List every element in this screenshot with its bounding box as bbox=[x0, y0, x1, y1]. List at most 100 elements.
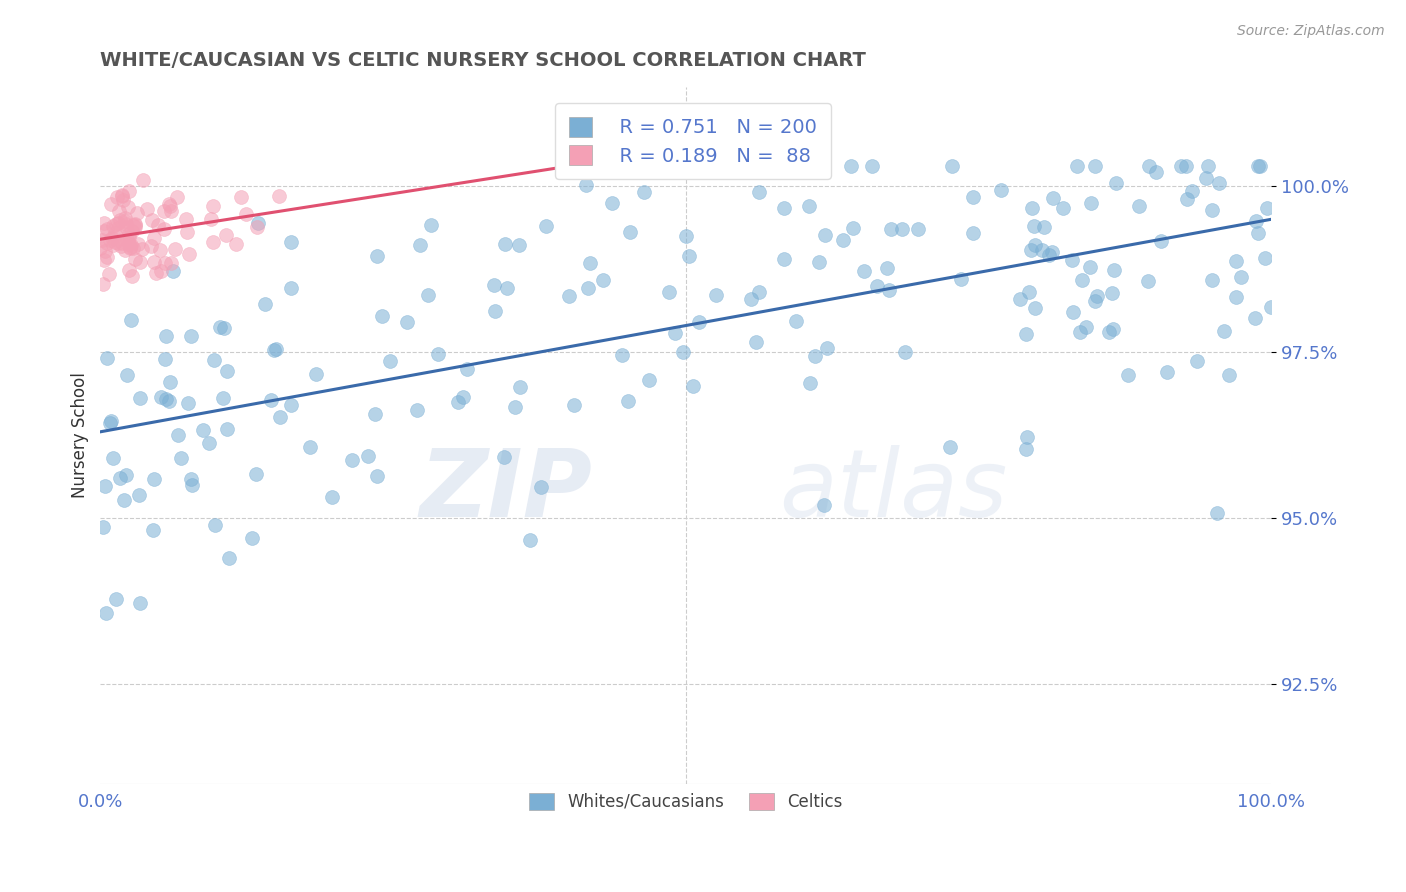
Point bbox=[1201, 273, 1223, 287]
Point bbox=[120, 313, 142, 327]
Point bbox=[305, 367, 328, 381]
Point bbox=[94, 606, 117, 620]
Point bbox=[941, 159, 963, 173]
Point bbox=[111, 193, 134, 207]
Point bbox=[1156, 366, 1178, 380]
Point bbox=[225, 237, 247, 252]
Text: WHITE/CAUCASIAN VS CELTIC NURSERY SCHOOL CORRELATION CHART: WHITE/CAUCASIAN VS CELTIC NURSERY SCHOOL… bbox=[100, 51, 866, 70]
Point bbox=[638, 373, 661, 387]
Point bbox=[1244, 214, 1267, 228]
Point bbox=[149, 243, 172, 257]
Point bbox=[364, 407, 387, 421]
Point bbox=[519, 533, 541, 548]
Point bbox=[1014, 442, 1036, 457]
Y-axis label: Nursery School: Nursery School bbox=[72, 372, 89, 498]
Point bbox=[1024, 219, 1046, 234]
Point bbox=[176, 225, 198, 239]
Point bbox=[508, 237, 530, 252]
Point bbox=[1084, 294, 1107, 309]
Point bbox=[180, 329, 202, 343]
Point bbox=[456, 362, 478, 376]
Point bbox=[212, 392, 235, 406]
Point bbox=[107, 216, 129, 230]
Point bbox=[451, 390, 474, 404]
Point bbox=[419, 218, 441, 232]
Point bbox=[503, 400, 526, 414]
Point bbox=[117, 200, 139, 214]
Point bbox=[208, 320, 231, 334]
Point bbox=[201, 235, 224, 249]
Point bbox=[1101, 286, 1123, 301]
Point bbox=[1247, 159, 1270, 173]
Point bbox=[748, 285, 770, 300]
Point bbox=[115, 217, 138, 231]
Point bbox=[115, 368, 138, 382]
Point bbox=[740, 292, 762, 306]
Point bbox=[111, 235, 134, 250]
Point bbox=[129, 391, 152, 405]
Point bbox=[509, 380, 531, 394]
Point bbox=[96, 222, 118, 236]
Point bbox=[1018, 285, 1040, 299]
Point bbox=[1116, 368, 1139, 382]
Point bbox=[142, 231, 165, 245]
Point bbox=[125, 206, 148, 220]
Point bbox=[129, 254, 152, 268]
Point bbox=[1080, 196, 1102, 211]
Point bbox=[235, 207, 257, 221]
Point bbox=[814, 227, 837, 242]
Point bbox=[1208, 176, 1230, 190]
Point bbox=[1195, 170, 1218, 185]
Point bbox=[832, 233, 855, 247]
Point bbox=[1249, 159, 1271, 173]
Point bbox=[1076, 320, 1098, 334]
Point bbox=[558, 289, 581, 303]
Point bbox=[159, 198, 181, 212]
Point bbox=[117, 227, 139, 242]
Point bbox=[562, 398, 585, 412]
Point bbox=[600, 195, 623, 210]
Point bbox=[579, 256, 602, 270]
Point bbox=[124, 218, 146, 232]
Legend: Whites/Caucasians, Celtics: Whites/Caucasians, Celtics bbox=[516, 780, 856, 824]
Point bbox=[163, 242, 186, 256]
Point bbox=[127, 237, 149, 252]
Point bbox=[142, 524, 165, 538]
Point bbox=[1038, 248, 1060, 262]
Point bbox=[115, 219, 138, 234]
Point bbox=[90, 233, 112, 247]
Point bbox=[1105, 176, 1128, 190]
Point bbox=[152, 204, 174, 219]
Point bbox=[1181, 184, 1204, 198]
Point bbox=[263, 343, 285, 358]
Point bbox=[494, 450, 516, 464]
Point bbox=[245, 467, 267, 481]
Point bbox=[94, 244, 117, 258]
Point bbox=[371, 310, 394, 324]
Point bbox=[1040, 245, 1063, 260]
Point bbox=[107, 204, 129, 219]
Point bbox=[1170, 159, 1192, 173]
Point bbox=[1187, 354, 1209, 368]
Text: atlas: atlas bbox=[779, 445, 1008, 536]
Point bbox=[866, 278, 889, 293]
Point bbox=[155, 392, 177, 406]
Point bbox=[191, 423, 214, 437]
Point bbox=[748, 185, 770, 199]
Point bbox=[120, 238, 142, 252]
Point bbox=[128, 487, 150, 501]
Point bbox=[1256, 201, 1278, 215]
Point bbox=[267, 189, 290, 203]
Point bbox=[149, 390, 172, 404]
Point bbox=[143, 472, 166, 486]
Point bbox=[101, 219, 124, 233]
Point bbox=[1136, 274, 1159, 288]
Point bbox=[145, 266, 167, 280]
Point bbox=[115, 468, 138, 483]
Point bbox=[105, 217, 128, 231]
Point bbox=[202, 353, 225, 368]
Point bbox=[215, 364, 238, 378]
Point bbox=[1031, 243, 1053, 257]
Point bbox=[366, 248, 388, 262]
Point bbox=[1230, 269, 1253, 284]
